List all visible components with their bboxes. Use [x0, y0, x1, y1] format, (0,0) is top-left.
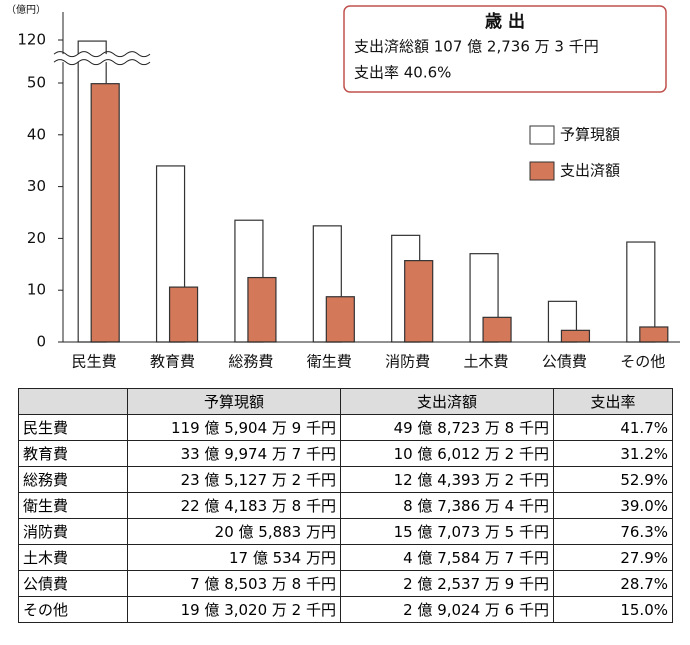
x-tick-label: 消防費 — [385, 353, 430, 371]
table-row: 衛生費 22 億 4,183 万 8 千円 8 億 7,386 万 4 千円 39.0… — [18, 492, 673, 519]
x-tick-label: 民生費 — [72, 353, 117, 371]
table-row: 公債費 7 億 8,503 万 8 千円 2 億 2,537 万 9 千円 28.7% — [18, 570, 673, 597]
table-cell: 33 億 9,974 万 7 千円 — [127, 440, 341, 467]
table-cell: 52.9% — [553, 466, 673, 493]
table-cell: 2 億 2,537 万 9 千円 — [340, 570, 554, 597]
table-row: 総務費 23 億 5,127 万 2 千円 12 億 4,393 万 2 千円 52.… — [18, 466, 673, 493]
table-cell: 教育費 — [18, 440, 128, 467]
table-row: 教育費 33 億 9,974 万 7 千円 10 億 6,012 万 2 千円 31.… — [18, 440, 673, 467]
table-cell: 12 億 4,393 万 2 千円 — [340, 466, 554, 493]
table-cell: 15 億 7,073 万 5 千円 — [340, 518, 554, 545]
table-cell: 20 億 5,883 万円 — [127, 518, 341, 545]
y-tick-label: 40 — [27, 125, 46, 143]
table-cell: 31.2% — [553, 440, 673, 467]
bar — [168, 286, 199, 343]
x-tick-label: 教育費 — [150, 353, 195, 371]
bar — [404, 260, 434, 343]
x-tick-label: 土木費 — [464, 353, 509, 371]
bar — [639, 326, 669, 343]
unit-label: （億円） — [6, 3, 46, 16]
table-cell: 8 億 7,386 万 4 千円 — [340, 492, 554, 519]
table-cell: 10 億 6,012 万 2 千円 — [340, 440, 554, 467]
table-cell: 119 億 5,904 万 9 千円 — [127, 414, 341, 441]
x-tick-label: 衛生費 — [307, 353, 352, 371]
table-cell: 消防費 — [18, 518, 128, 545]
legend-swatch — [529, 125, 555, 145]
table-cell: 22 億 4,183 万 8 千円 — [127, 492, 341, 519]
y-tick-label: 0 — [36, 333, 46, 351]
table-cell: 総務費 — [18, 466, 128, 493]
table-cell: 28.7% — [553, 570, 673, 597]
y-tick-label: 50 — [27, 74, 46, 92]
table-cell: 23 億 5,127 万 2 千円 — [127, 466, 341, 493]
table-row: 消防費 20 億 5,883 万円 15 億 7,073 万 5 千円 76.3% — [18, 518, 673, 545]
table-row: 土木費 17 億 534 万円 4 億 7,584 万 7 千円 27.9% — [18, 544, 673, 571]
table-row: その他 19 億 3,020 万 2 千円 2 億 9,024 万 6 千円 15.0… — [18, 596, 673, 623]
x-tick-label: 公債費 — [542, 353, 587, 371]
axis-break — [53, 51, 151, 58]
header-cell — [18, 388, 128, 415]
table-cell: 39.0% — [553, 492, 673, 519]
header-row: 予算現額 支出済額 支出率 — [18, 388, 673, 415]
axis-break — [53, 59, 151, 66]
legend-label: 支出済額 — [560, 162, 620, 180]
table-cell: 15.0% — [553, 596, 673, 623]
info-box — [343, 5, 667, 93]
table-cell: 7 億 8,503 万 8 千円 — [127, 570, 341, 597]
y-tick-label: 20 — [27, 229, 46, 247]
legend-label: 予算現額 — [560, 126, 620, 144]
x-tick-label: 総務費 — [228, 353, 273, 371]
bar — [560, 329, 591, 343]
table-cell: 49 億 8,723 万 8 千円 — [340, 414, 554, 441]
info-line: 支出済総額 107 億 2,736 万 3 千円 — [354, 38, 599, 56]
header-cell: 予算現額 — [127, 388, 341, 415]
table-cell: 41.7% — [553, 414, 673, 441]
axis-break-gap — [52, 54, 152, 63]
chart: （億円） 歳 出 支出済総額 107 億 2,736 万 3 千円 支出率 40… — [6, 3, 680, 371]
bar — [90, 83, 120, 343]
header-cell: 支出済額 — [340, 388, 554, 415]
y-tick-label: 10 — [27, 281, 46, 299]
bar — [247, 276, 277, 343]
bar — [325, 296, 355, 343]
info-title: 歳 出 — [485, 11, 525, 32]
table-cell: 4 億 7,584 万 7 千円 — [340, 544, 554, 571]
table-cell: 民生費 — [18, 414, 128, 441]
table-cell: 2 億 9,024 万 6 千円 — [340, 596, 554, 623]
legend-swatch — [529, 161, 555, 181]
table-cell: 17 億 534 万円 — [127, 544, 341, 571]
table-row: 民生費 119 億 5,904 万 9 千円 49 億 8,723 万 8 千円 41… — [18, 414, 673, 441]
table-cell: 27.9% — [553, 544, 673, 571]
data-table: 予算現額 支出済額 支出率 民生費 119 億 5,904 万 9 千円 49 億 8,… — [18, 388, 673, 623]
x-tick-label: その他 — [620, 353, 665, 371]
table-cell: その他 — [18, 596, 128, 623]
header-cell: 支出率 — [553, 388, 673, 415]
bar — [482, 316, 512, 343]
table-cell: 土木費 — [18, 544, 128, 571]
table-cell: 76.3% — [553, 518, 673, 545]
table-cell: 19 億 3,020 万 2 千円 — [127, 596, 341, 623]
table-cell: 公債費 — [18, 570, 128, 597]
info-line: 支出率 40.6% — [354, 64, 451, 82]
y-tick-label: 30 — [27, 177, 46, 195]
y-tick-label: 120 — [17, 31, 46, 49]
table-cell: 衛生費 — [18, 492, 128, 519]
